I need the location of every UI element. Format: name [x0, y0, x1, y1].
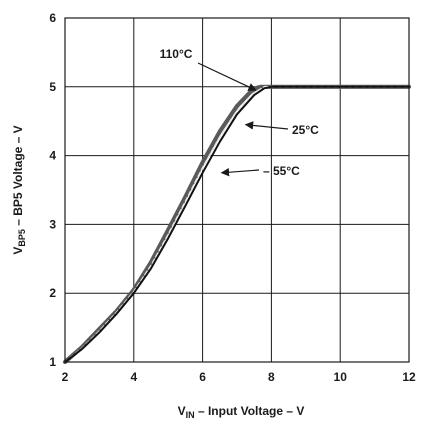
annotation-arrow-2	[220, 168, 260, 177]
x-axis-label: VIN – Input Voltage – V	[178, 404, 305, 420]
x-tick-label-0: 2	[62, 370, 69, 384]
annotation-arrow-0	[197, 62, 257, 91]
y-axis-label: VBP5 – BP5 Voltage – V	[11, 125, 27, 254]
y-axis-label-sub: BP5	[17, 229, 27, 247]
y-tick-label-2: 3	[49, 217, 56, 231]
x-tick-label-4: 10	[334, 370, 348, 384]
x-axis-label-rest: – Input Voltage – V	[195, 404, 305, 418]
y-tick-label-1: 2	[49, 286, 56, 300]
y-tick-label-4: 5	[49, 80, 56, 94]
annotations-layer: 110°C 25°C – 55°C	[160, 47, 320, 178]
x-tick-label-1: 4	[130, 370, 137, 384]
y-tick-labels: 1 2 3 4 5 6	[49, 11, 56, 369]
plot-frame	[64, 17, 410, 363]
annotation-label-1: 25°C	[292, 123, 319, 137]
y-tick-label-0: 1	[49, 355, 56, 369]
x-tick-labels: 2 4 6 8 10 12	[62, 370, 416, 384]
y-tick-label-5: 6	[49, 11, 56, 25]
grid-lines	[65, 18, 409, 362]
annotation-arrow-1	[244, 121, 289, 130]
x-axis-label-main: V	[178, 404, 186, 418]
y-axis-label-rest: – BP5 Voltage – V	[11, 125, 25, 229]
annotation-label-0: 110°C	[160, 47, 193, 61]
x-tick-label-2: 6	[199, 370, 206, 384]
y-axis-label-main: V	[11, 247, 25, 255]
series-layer	[62, 84, 412, 365]
annotation-label-2: – 55°C	[263, 164, 300, 178]
x-axis-label-sub: IN	[186, 410, 195, 420]
y-tick-label-3: 4	[49, 149, 56, 163]
series-line-55-c	[64, 85, 410, 363]
x-tick-label-3: 8	[268, 370, 275, 384]
x-tick-label-5: 12	[402, 370, 416, 384]
